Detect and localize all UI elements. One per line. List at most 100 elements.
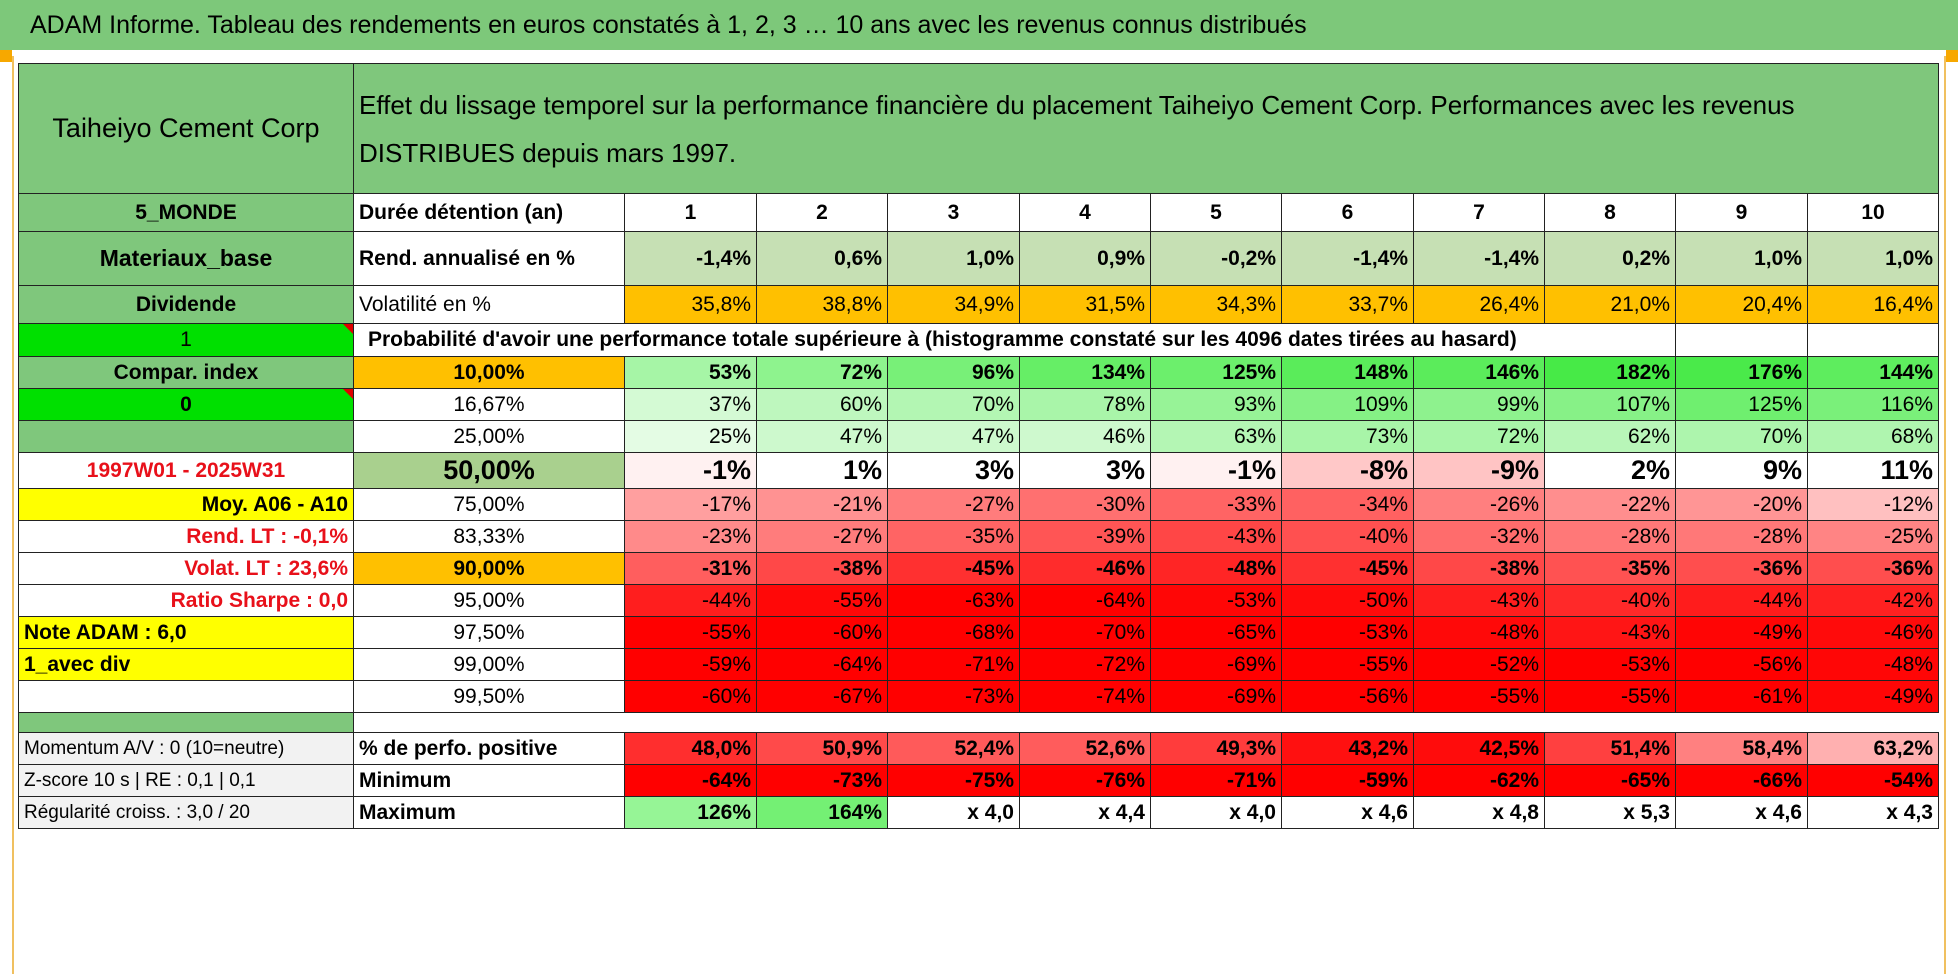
returns-label: Rend. annualisé en % [353,231,625,286]
percentile-value-cell: -43% [1413,584,1545,617]
option-input-1[interactable]: 1 [18,323,354,357]
percentile-value-cell: -34% [1281,488,1414,521]
volatility-row: Dividende Volatilité en % 35,8% 38,8% 34,9… [18,285,1939,324]
percentile-value-cell: -33% [1150,488,1282,521]
header-row: Taiheiyo Cement Corp Effet du lissage te… [18,63,1939,194]
positive-perf-cell: 43,2% [1281,732,1414,765]
returns-row: Materiaux_base Rend. annualisé en % -1,4… [18,231,1939,286]
positive-perf-cell: 51,4% [1544,732,1676,765]
percentile-value-cell: -55% [1544,680,1676,713]
percentile-value-cell: -67% [756,680,888,713]
percentile-value-cell: 116% [1807,388,1939,421]
percentile-value-cell: -36% [1807,552,1939,585]
duration-header: 4 [1019,193,1151,232]
percentile-value-cell: 47% [887,420,1020,453]
percentile-value-cell: 96% [887,356,1020,389]
percentile-value-cell: -20% [1675,488,1808,521]
percentile-value-cell: -12% [1807,488,1939,521]
momentum-label: Momentum A/V : 0 (10=neutre) [18,732,354,765]
percentile-value-cell: -28% [1544,520,1676,553]
percentile-value-cell: -59% [624,648,757,681]
percentile-row: Note ADAM : 6,0 97,50% -55% -60% -68% -70% -65… [18,616,1939,649]
annual-return-cell: -1,4% [1413,231,1545,286]
percentile-threshold: 90,00% [353,552,625,585]
percentile-value-cell: 63% [1150,420,1282,453]
annual-return-cell: 0,2% [1544,231,1676,286]
percentile-value-cell: -61% [1675,680,1808,713]
percentile-value-cell: 70% [887,388,1020,421]
page-frame [12,56,1946,974]
percentile-value-cell: -71% [887,648,1020,681]
percentile-threshold: 99,50% [353,680,625,713]
annual-return-cell: 1,0% [887,231,1020,286]
annual-return-cell: 0,9% [1019,231,1151,286]
duration-header: 2 [756,193,888,232]
percentile-value-cell: 11% [1807,452,1939,489]
maximum-cell: x 4,0 [1150,796,1282,829]
positive-perf-cell: 52,6% [1019,732,1151,765]
duration-header: 5 [1150,193,1282,232]
long-term-return: Rend. LT : -0,1% [18,520,354,553]
percentile-value-cell: -40% [1544,584,1676,617]
percentile-value-cell: -55% [1413,680,1545,713]
percentile-value-cell: -43% [1544,616,1676,649]
percentile-value-cell: -27% [756,520,888,553]
volatility-cell: 38,8% [756,285,888,324]
percentile-row: 25,00% 25% 47% 47% 46% 63% 73% 72% 62% 70% 68% [18,420,1939,453]
probability-header-row: 1 Probabilité d'avoir une performance to… [18,323,1939,357]
durations-row: 5_MONDE Durée détention (an) 1 2 3 4 5 6 7 8 9 10 [18,193,1939,232]
percentile-value-cell: -49% [1675,616,1808,649]
percentile-row: 1_avec div 99,00% -59% -64% -71% -72% -69% -55%… [18,648,1939,681]
corner-marker-right [1946,50,1958,62]
percentile-value-cell: -30% [1019,488,1151,521]
positive-label: % de perfo. positive [353,732,625,765]
percentile-value-cell: -32% [1413,520,1545,553]
percentile-value-cell: 73% [1281,420,1414,453]
percentile-row: Moy. A06 - A10 75,00% -17% -21% -27% -30% -33%… [18,488,1939,521]
percentile-value-cell: 70% [1675,420,1808,453]
percentile-value-cell: -42% [1807,584,1939,617]
minimum-cell: -73% [756,764,888,797]
percentile-row: Volat. LT : 23,6% 90,00% -31% -38% -45% -46% -… [18,552,1939,585]
annual-return-cell: 1,0% [1675,231,1808,286]
report-description: Effet du lissage temporel sur la perform… [353,63,1939,194]
positive-perf-cell: 49,3% [1150,732,1282,765]
percentile-value-cell: 25% [624,420,757,453]
percentile-value-cell: -43% [1150,520,1282,553]
corner-marker-left [0,50,12,62]
company-name: Taiheiyo Cement Corp [18,63,354,194]
minimum-cell: -75% [887,764,1020,797]
percentile-value-cell: -25% [1807,520,1939,553]
percentile-value-cell: -55% [624,616,757,649]
annual-return-cell: 1,0% [1807,231,1939,286]
minimum-cell: -65% [1544,764,1676,797]
compar-index-label: Compar. index [18,356,354,389]
maximum-cell: x 4,0 [887,796,1020,829]
percentile-value-cell: -48% [1150,552,1282,585]
percentile-value-cell: 9% [1675,452,1808,489]
percentile-value-cell: 72% [756,356,888,389]
percentile-value-cell: -21% [756,488,888,521]
percentile-value-cell: 3% [1019,452,1151,489]
percentile-value-cell: 134% [1019,356,1151,389]
percentile-row: 1997W01 - 2025W31 50,00% -1% 1% 3% 3% -1% -8% -9… [18,452,1939,489]
minimum-cell: -64% [624,764,757,797]
option-input-2[interactable]: 0 [18,388,354,421]
minimum-label: Minimum [353,764,625,797]
volatility-cell: 33,7% [1281,285,1414,324]
spacer-cell [353,712,1939,733]
percentile-value-cell: -40% [1281,520,1414,553]
percentile-value-cell: -55% [756,584,888,617]
dividend-mode: 1_avec div [18,648,354,681]
percentile-value-cell: -65% [1150,616,1282,649]
maximum-label: Maximum [353,796,625,829]
percentile-value-cell: 60% [756,388,888,421]
volatility-cell: 21,0% [1544,285,1676,324]
annual-return-cell: -0,2% [1150,231,1282,286]
empty-green-cell [18,420,354,453]
maximum-cell: x 4,4 [1019,796,1151,829]
percentile-value-cell: 146% [1413,356,1545,389]
percentile-value-cell: -53% [1544,648,1676,681]
percentile-value-cell: -44% [1675,584,1808,617]
percentile-value-cell: 46% [1019,420,1151,453]
